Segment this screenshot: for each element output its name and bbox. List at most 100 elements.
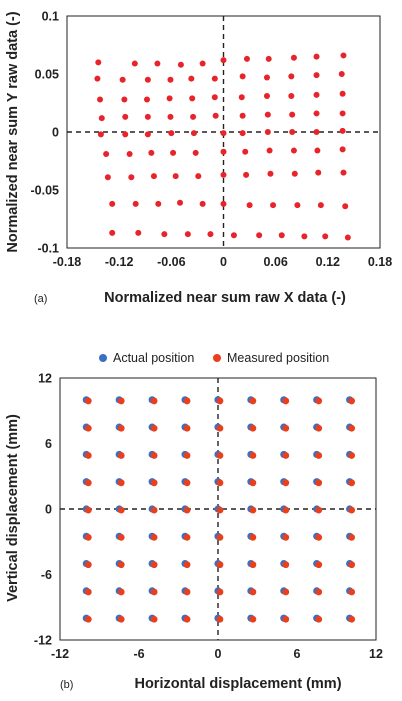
measured-position-point <box>249 397 257 405</box>
data-point <box>190 130 197 137</box>
measured-position-point <box>348 533 356 541</box>
measured-position-point <box>117 615 125 623</box>
measured-position-point <box>117 506 125 514</box>
data-point <box>155 200 162 207</box>
data-point <box>154 60 161 67</box>
y-tick-label: 0.05 <box>35 68 59 82</box>
data-point <box>239 130 246 137</box>
data-point <box>256 232 263 239</box>
measured-position-point <box>216 424 224 432</box>
panel-a: -0.18 -0.12 -0.06 0 0.06 0.12 0.18 0.10.050-0.… <box>5 10 392 307</box>
y-ticks-b: 12 6 0 -6 -12 <box>34 372 52 648</box>
measured-position-point <box>216 397 224 405</box>
measured-position-point <box>348 588 356 596</box>
x-tick-label: 0.18 <box>368 255 392 269</box>
data-point <box>122 113 129 120</box>
y-tick-label: -12 <box>34 634 52 648</box>
measured-position-point <box>216 452 224 459</box>
data-point <box>220 200 227 207</box>
measured-position-point <box>183 588 191 596</box>
data-point <box>212 112 219 119</box>
data-point <box>267 170 274 177</box>
data-point <box>242 148 249 155</box>
legend-marker-measured <box>213 354 221 362</box>
measured-position-point <box>150 479 158 487</box>
data-point <box>315 169 322 176</box>
measured-position-point <box>183 479 191 487</box>
data-point <box>264 111 271 118</box>
measured-position-point <box>84 424 92 432</box>
data-point <box>94 75 101 82</box>
measured-position-point <box>315 397 323 405</box>
measured-position-point <box>183 397 191 405</box>
measured-position-point <box>348 479 356 487</box>
data-point <box>195 173 202 180</box>
data-point <box>246 202 253 209</box>
data-point <box>265 55 272 62</box>
measured-position-point <box>117 588 125 596</box>
measured-position-point <box>348 424 356 432</box>
measured-position-point <box>348 615 356 623</box>
data-point <box>170 149 177 156</box>
data-point <box>167 76 174 83</box>
data-point <box>126 151 133 158</box>
data-point <box>144 131 151 138</box>
measured-position-point <box>84 479 92 487</box>
measured-position-point <box>249 533 257 541</box>
measured-position-point <box>348 561 356 569</box>
data-point <box>264 129 271 135</box>
y-tick-label: -0.05 <box>31 184 60 198</box>
data-point <box>109 229 116 236</box>
data-point <box>313 53 320 60</box>
data-point <box>290 54 297 61</box>
data-point <box>177 199 184 206</box>
measured-position-point <box>282 452 290 459</box>
measured-position-point <box>150 424 158 432</box>
data-point <box>313 91 320 98</box>
data-point <box>338 71 345 77</box>
data-point <box>313 110 320 117</box>
data-points-b <box>82 396 356 623</box>
data-point <box>239 112 246 119</box>
data-point <box>220 57 227 64</box>
data-point <box>290 147 297 154</box>
x-tick-label: -0.12 <box>105 255 134 269</box>
measured-position-point <box>249 506 257 514</box>
measured-position-point <box>84 452 92 459</box>
measured-position-point <box>183 506 191 514</box>
measured-position-point <box>216 506 224 514</box>
data-point <box>238 94 245 101</box>
legend: Actual position Measured position <box>99 351 329 365</box>
y-tick-label: 0 <box>52 126 59 140</box>
measured-position-point <box>315 588 323 596</box>
data-point <box>294 202 301 209</box>
data-point <box>339 127 346 134</box>
measured-position-point <box>348 397 356 405</box>
data-point <box>313 129 320 135</box>
data-point <box>192 149 199 156</box>
measured-position-point <box>183 561 191 569</box>
data-point <box>131 60 138 67</box>
measured-position-point <box>117 424 125 432</box>
x-tick-label: 6 <box>294 647 301 661</box>
x-tick-label: -12 <box>51 647 69 661</box>
measured-position-point <box>84 397 92 405</box>
data-point <box>291 170 298 177</box>
data-point <box>342 203 349 210</box>
panel-b: -12 -6 0 6 12 12 6 0 -6 -12 Actual position Meas… <box>5 351 383 692</box>
measured-position-point <box>150 615 158 623</box>
data-point <box>119 76 126 83</box>
data-point <box>289 129 296 135</box>
data-point <box>167 113 174 120</box>
measured-position-point <box>315 506 323 514</box>
data-point <box>199 200 206 207</box>
y-tick-label: 0.1 <box>42 10 59 24</box>
measured-position-point <box>348 506 356 514</box>
data-point <box>121 96 128 103</box>
y-tick-label: 6 <box>45 437 52 451</box>
data-point <box>211 94 218 101</box>
y-axis-label-a: Normalized near sum Y raw data (-) <box>5 11 21 252</box>
data-point <box>313 72 320 79</box>
data-point <box>340 169 347 176</box>
